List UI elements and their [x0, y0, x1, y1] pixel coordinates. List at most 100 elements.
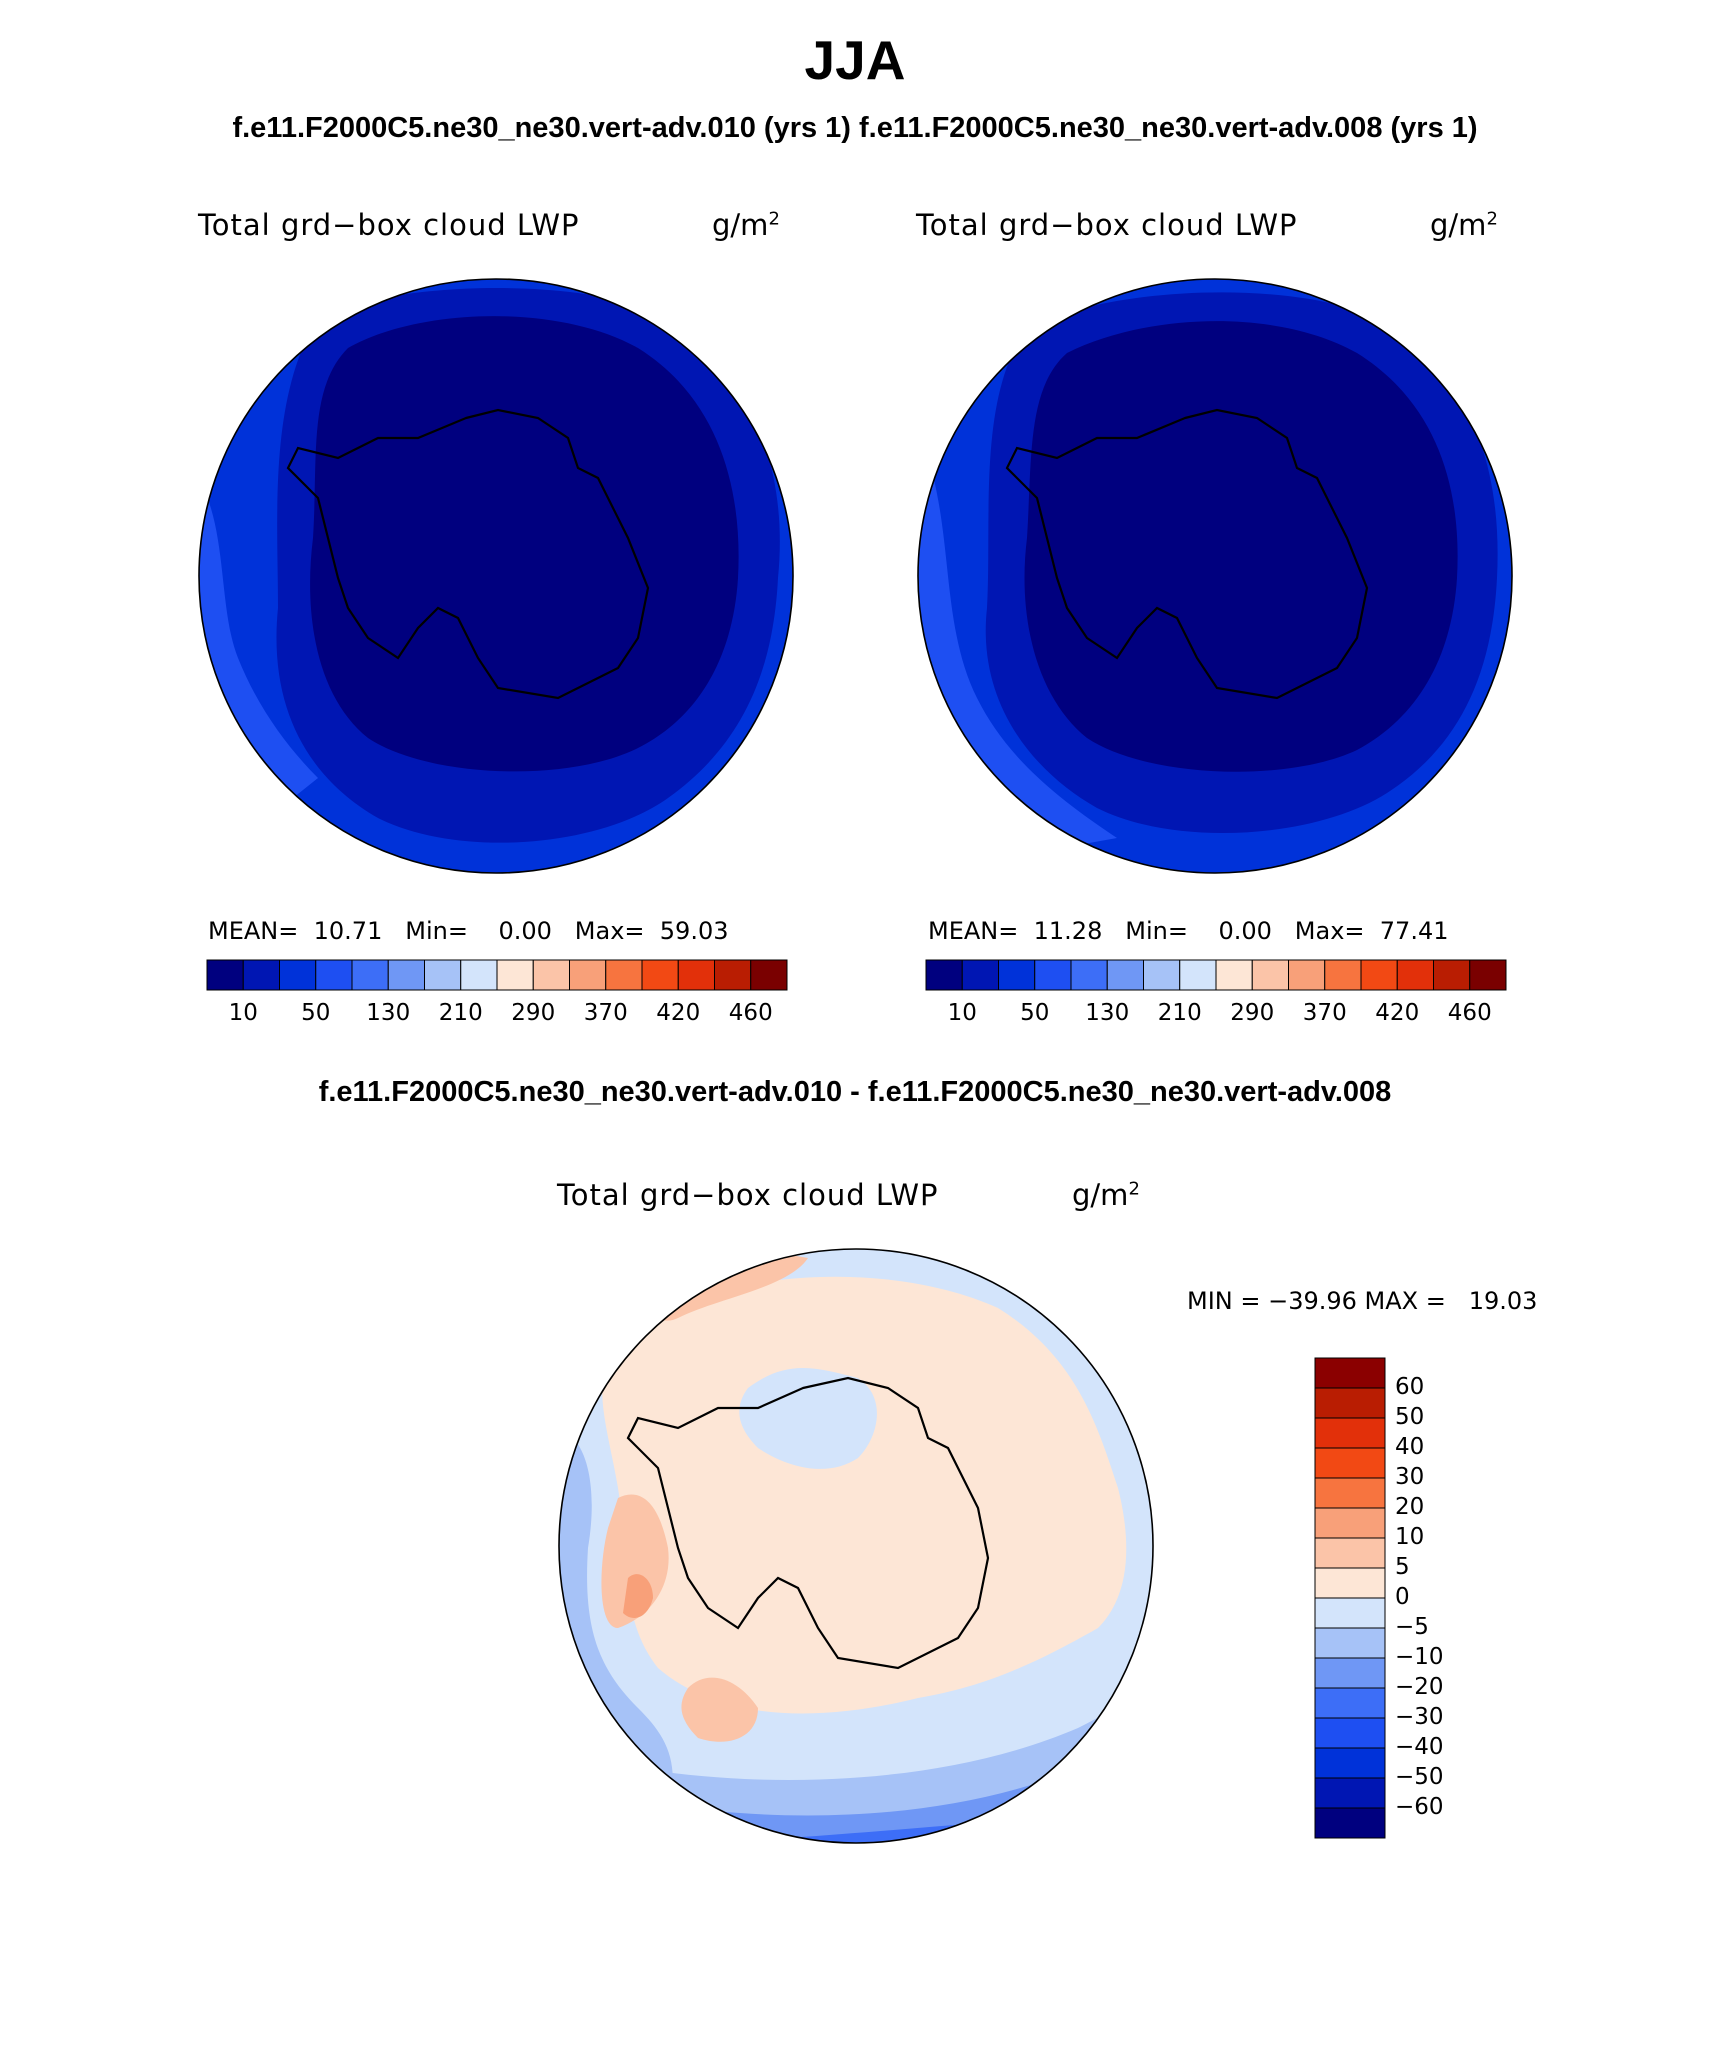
panel2-polar-map [917, 278, 1513, 874]
panel2-variable-label: Total grd−box cloud LWP [916, 208, 1298, 242]
colorbar-swatch [1314, 1537, 1386, 1569]
panel2-stats: MEAN= 11.28 Min= 0.00 Max= 77.41 [928, 917, 1449, 945]
colorbar-swatch [1314, 1747, 1386, 1779]
diff-field-positive-west-core [623, 1574, 653, 1618]
difference-title: f.e11.F2000C5.ne30_ne30.vert-adv.010 - f… [318, 1076, 1392, 1108]
colorbar-swatch [1179, 959, 1217, 991]
colorbar-tick-label: 20 [1395, 1494, 1425, 1520]
colorbar-tick-label: 460 [728, 1000, 773, 1026]
diff-field-positive-main [602, 1276, 1127, 1714]
colorbar-swatch [496, 959, 534, 991]
colorbar-swatch [677, 959, 715, 991]
colorbar-swatch [1314, 1777, 1386, 1809]
colorbar-tick-label: 60 [1395, 1374, 1425, 1400]
colorbar-tick-label: −40 [1395, 1734, 1444, 1760]
colorbar-swatch [1070, 959, 1108, 991]
colorbar-tick-label: 130 [1085, 1000, 1130, 1026]
colorbar-swatch [1034, 959, 1072, 991]
diff-field-positive-southwest [681, 1677, 758, 1742]
colorbar-swatch [1324, 959, 1362, 991]
colorbar-tick-label: −20 [1395, 1674, 1444, 1700]
colorbar-swatch [1314, 1597, 1386, 1629]
colorbar-tick-label: 50 [1020, 1000, 1050, 1026]
colorbar-swatch [961, 959, 999, 991]
colorbar-tick-label: 30 [1395, 1464, 1425, 1490]
diff-colorbar [1314, 1357, 1386, 1839]
panel1-field-core [310, 316, 739, 772]
colorbar-swatch [1251, 959, 1289, 991]
colorbar-swatch [1314, 1627, 1386, 1659]
colorbar-swatch [387, 959, 425, 991]
colorbar-swatch [1433, 959, 1471, 991]
colorbar-swatch [351, 959, 389, 991]
colorbar-tick-label: 130 [366, 1000, 411, 1026]
colorbar-tick-label: 50 [301, 1000, 331, 1026]
panel2-coastline [1005, 408, 1369, 700]
colorbar-swatch [750, 959, 788, 991]
panel2-field-core [1024, 321, 1458, 772]
colorbar-swatch [1314, 1357, 1386, 1389]
colorbar-swatch [424, 959, 462, 991]
colorbar-swatch [1314, 1717, 1386, 1749]
panel1-colorbar [206, 959, 788, 991]
colorbar-swatch [569, 959, 607, 991]
colorbar-swatch [925, 959, 963, 991]
colorbar-tick-label: −10 [1395, 1644, 1444, 1670]
colorbar-swatch [1396, 959, 1434, 991]
colorbar-tick-label: 10 [228, 1000, 258, 1026]
case-subtitle: f.e11.F2000C5.ne30_ne30.vert-adv.010 (yr… [232, 112, 1478, 144]
colorbar-swatch [1215, 959, 1253, 991]
panel2-colorbar-ticks: 10 50 130 210 290 370 420 460 [926, 1000, 1506, 1030]
diff-polar-map [558, 1248, 1154, 1844]
colorbar-swatch [1314, 1807, 1386, 1839]
panel1-units: g/m2 [712, 208, 780, 242]
diff-colorbar-ticks: 60 50 40 30 20 10 5 0 −5 −10 −20 −30 −40 −50 −60 [1395, 1358, 1475, 1838]
colorbar-swatch [641, 959, 679, 991]
diff-variable-label: Total grd−box cloud LWP [557, 1178, 939, 1212]
colorbar-swatch [605, 959, 643, 991]
colorbar-swatch [1314, 1507, 1386, 1539]
colorbar-swatch [1314, 1447, 1386, 1479]
colorbar-swatch [460, 959, 498, 991]
colorbar-swatch [1314, 1567, 1386, 1599]
colorbar-swatch [532, 959, 570, 991]
colorbar-swatch [714, 959, 752, 991]
colorbar-tick-label: 420 [1375, 1000, 1420, 1026]
colorbar-swatch [1143, 959, 1181, 991]
colorbar-tick-label: 420 [656, 1000, 701, 1026]
colorbar-tick-label: 5 [1395, 1554, 1410, 1580]
colorbar-tick-label: 10 [1395, 1524, 1425, 1550]
colorbar-tick-label: 40 [1395, 1434, 1425, 1460]
panel1-variable-label: Total grd−box cloud LWP [198, 208, 580, 242]
panel2-units: g/m2 [1430, 208, 1498, 242]
colorbar-swatch [206, 959, 244, 991]
colorbar-tick-label: 210 [1157, 1000, 1202, 1026]
panel1-stats: MEAN= 10.71 Min= 0.00 Max= 59.03 [208, 917, 729, 945]
colorbar-swatch [1314, 1687, 1386, 1719]
colorbar-swatch [315, 959, 353, 991]
diff-coastline [626, 1376, 990, 1670]
colorbar-tick-label: 50 [1395, 1404, 1425, 1430]
colorbar-tick-label: 10 [947, 1000, 977, 1026]
colorbar-tick-label: 290 [1230, 1000, 1275, 1026]
colorbar-swatch [1469, 959, 1507, 991]
panel2-colorbar [925, 959, 1507, 991]
colorbar-tick-label: 210 [438, 1000, 483, 1026]
colorbar-tick-label: −30 [1395, 1704, 1444, 1730]
panel1-coastline [286, 408, 650, 700]
colorbar-swatch [1314, 1417, 1386, 1449]
colorbar-tick-label: 0 [1395, 1584, 1410, 1610]
colorbar-tick-label: −5 [1395, 1614, 1429, 1640]
colorbar-swatch [1288, 959, 1326, 991]
colorbar-tick-label: 370 [1302, 1000, 1347, 1026]
colorbar-tick-label: 370 [583, 1000, 628, 1026]
colorbar-swatch [242, 959, 280, 991]
colorbar-swatch [1106, 959, 1144, 991]
colorbar-swatch [998, 959, 1036, 991]
colorbar-swatch [1314, 1387, 1386, 1419]
colorbar-tick-label: −60 [1395, 1794, 1444, 1820]
colorbar-tick-label: 460 [1447, 1000, 1492, 1026]
colorbar-swatch [1314, 1657, 1386, 1689]
panel1-colorbar-ticks: 10 50 130 210 290 370 420 460 [207, 1000, 787, 1030]
colorbar-tick-label: −50 [1395, 1764, 1444, 1790]
